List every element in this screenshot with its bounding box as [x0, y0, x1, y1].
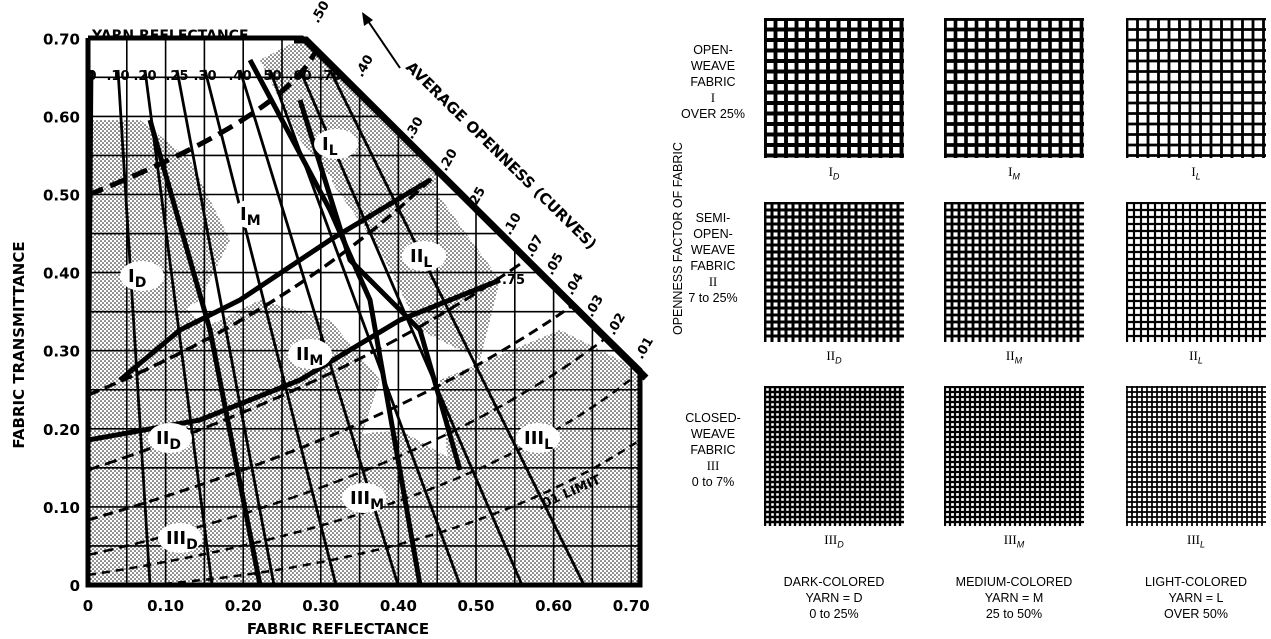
column-caption: MEDIUM-COLORED YARN = M 25 to 50% — [955, 575, 1073, 621]
yarn-tick-label: .20 — [133, 69, 156, 84]
inner-tick-label: .75 — [502, 273, 525, 288]
openness-arrow — [365, 17, 401, 69]
swatch-caption: IID — [826, 348, 842, 366]
swatch-caption: IIIL — [1186, 532, 1205, 550]
openness-curve — [149, 438, 640, 585]
yarn-tick-label: .25 — [165, 69, 188, 84]
x-tick-label: 0.60 — [535, 597, 572, 615]
y-tick-label: 0.50 — [43, 187, 80, 205]
yarn-reflectance-line — [143, 69, 214, 585]
openness-curve — [88, 334, 611, 557]
yarn-reflectance-line — [116, 69, 152, 585]
openness-tick-label: .01 — [632, 335, 657, 362]
swatch-caption: IL — [1191, 164, 1201, 182]
yarn-tick-label: 0 — [87, 69, 96, 84]
zone-boundary — [297, 99, 463, 471]
x-axis-label: FABRIC REFLECTANCE — [247, 620, 429, 638]
y-tick-label: 0.60 — [43, 108, 80, 126]
yarn-tick-label: .30 — [193, 69, 216, 84]
fabric-chart: 0 0.10 0.20 0.30 0.40 0.50 0.60 0.70 00.100.200… — [10, 0, 657, 638]
svg-text:IIM: IIM — [296, 344, 323, 369]
zone-boundary — [247, 58, 423, 585]
weave-swatch — [944, 386, 1084, 526]
zone-label: IL — [314, 129, 358, 159]
yarn-reflectance-line — [203, 69, 338, 585]
openness-curve — [88, 298, 581, 522]
weave-swatch — [764, 386, 904, 526]
row-label: OPEN- WEAVE FABRIC I OVER 25% — [681, 43, 745, 121]
x-tick-label: 0.10 — [147, 597, 184, 615]
zone-label: IIIL — [516, 423, 560, 453]
openness-tick-label: .02 — [604, 311, 629, 338]
plot-outline — [85, 35, 643, 588]
y-axis-label: FABRIC TRANSMITTANCE — [10, 241, 28, 448]
weave-swatch — [944, 18, 1084, 158]
weave-swatch — [764, 18, 904, 158]
y-tick-label: 0.20 — [43, 421, 80, 439]
yarn-tick-label: .60 — [288, 69, 311, 84]
x-tick-label: 0.50 — [457, 597, 494, 615]
yarn-tick-label: .40 — [228, 69, 251, 84]
zone-boundary — [147, 119, 263, 585]
row-label: SEMI- OPEN- WEAVE FABRIC II 7 to 25% — [688, 211, 738, 305]
y-tick-label: 0.10 — [43, 499, 80, 517]
y-tick-label: 0.40 — [43, 265, 80, 283]
zone-label: IIL — [402, 241, 446, 271]
weave-swatch — [1126, 202, 1266, 342]
swatch-caption: ID — [828, 164, 840, 182]
zone-label: IID — [148, 423, 192, 453]
openness-arrow-head — [362, 12, 373, 26]
x-tick-label: 0.40 — [380, 597, 417, 615]
row-label: CLOSED- WEAVE FABRIC III 0 to 7% — [685, 411, 741, 489]
x-tick-label: 0.30 — [302, 597, 339, 615]
zone-boundary — [118, 177, 432, 382]
zone-label: IIIM — [342, 483, 386, 513]
swatch-caption: IIM — [1005, 348, 1023, 366]
swatch-caption: IM — [1008, 164, 1020, 182]
yarn-tick-label: .10 — [106, 69, 129, 84]
openness-tick-label: .25 — [464, 185, 489, 212]
openness-tick-label: .40 — [352, 53, 377, 80]
openness-curve — [88, 39, 323, 198]
zone-label: IM — [232, 199, 276, 229]
weave-swatch — [1126, 18, 1266, 158]
zone-label: ID — [120, 261, 164, 291]
shaded-zone — [200, 300, 380, 440]
column-caption: LIGHT-COLORED YARN = L OVER 50% — [1144, 575, 1248, 621]
x-tick-label: 0.70 — [613, 597, 650, 615]
yarn-reflectance-line — [328, 69, 586, 585]
svg-text:IID: IID — [156, 428, 181, 453]
y-tick-label: 0 — [70, 577, 80, 595]
weave-swatch — [1126, 386, 1266, 526]
swatch-caption: IIIM — [1003, 532, 1025, 550]
weave-swatch — [764, 202, 904, 342]
yarn-tick-label: .50 — [258, 69, 281, 84]
yarn-tick-label: .70 — [318, 69, 341, 84]
y-tick-label: 0.30 — [43, 343, 80, 361]
yarn-reflectance-title: YARN REFLECTANCE — [91, 28, 249, 44]
swatch-caption: IIL — [1189, 348, 1203, 366]
x-tick-label: 0.20 — [225, 597, 262, 615]
top-thick-border — [294, 36, 649, 381]
y-tick-label: 0.70 — [43, 30, 80, 48]
x-tick-label: 0 — [83, 597, 93, 615]
zone-label: IIID — [158, 523, 202, 553]
zone-label: IIM — [288, 339, 332, 369]
openness-tick-label: .50 — [308, 0, 333, 26]
swatch-caption: IIID — [824, 532, 844, 550]
weave-swatch — [944, 202, 1084, 342]
